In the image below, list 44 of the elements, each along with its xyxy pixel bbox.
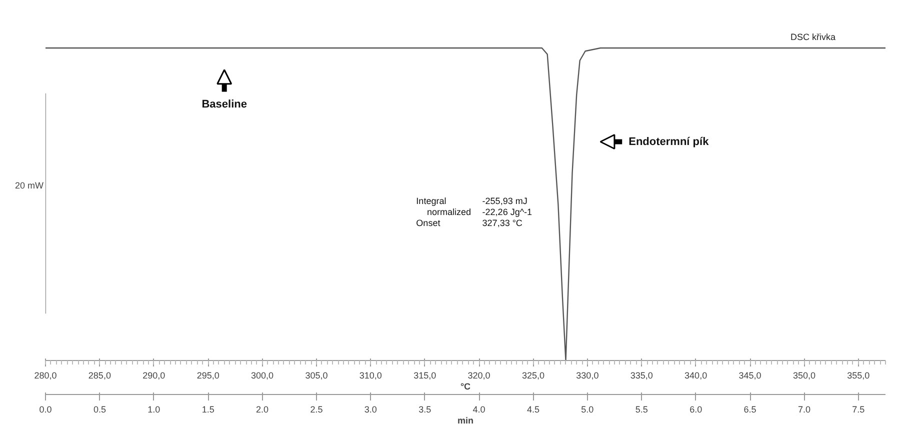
text: 20 mW <box>14 180 44 190</box>
x-tick-label: 280,0 <box>34 370 57 380</box>
x2-tick-label: 5.5 <box>635 404 648 414</box>
x2-tick-label: 4.0 <box>472 404 486 414</box>
x2-tick-label: 5.0 <box>581 404 594 414</box>
x-tick-label: 310,0 <box>359 370 382 380</box>
x-tick-label: 355,0 <box>847 370 870 380</box>
x2-tick-label: 2.0 <box>256 404 269 414</box>
x-tick-label: 320,0 <box>468 370 490 380</box>
x-tick-label: 325,0 <box>522 370 545 380</box>
x-tick-label: 285,0 <box>88 370 111 380</box>
annotation: Baseline <box>202 98 247 110</box>
x-tick-label: 295,0 <box>196 370 220 380</box>
x2-tick-label: 0.0 <box>39 404 52 414</box>
x2-tick-label: 3.0 <box>364 404 377 414</box>
annotation: -22,26 Jg^-1 <box>482 207 532 218</box>
x2-tick-label: 6.5 <box>744 404 756 414</box>
x-tick-label: 335,0 <box>630 370 653 380</box>
series-label: DSC křivka <box>790 32 836 42</box>
annotation: -255,93 mJ <box>482 196 528 206</box>
x2-tick-label: 0.5 <box>93 404 106 414</box>
x-tick-label: 290,0 <box>142 370 166 380</box>
x2-tick-label: 1.5 <box>202 404 214 414</box>
x-tick-label: 350,0 <box>792 370 816 380</box>
x-tick-label: 315,0 <box>414 370 436 380</box>
x2-tick-label: 1.0 <box>148 404 160 414</box>
annotation: Onset <box>416 218 441 228</box>
annotation: normalized <box>427 207 472 218</box>
annotation: 327,33 °C <box>482 218 523 228</box>
x2-tick-label: 3.5 <box>418 404 432 414</box>
x2-tick-label: 6.0 <box>690 404 702 414</box>
x-tick-label: 305,0 <box>305 370 328 380</box>
x-tick-label: 340,0 <box>684 370 708 380</box>
annotation: Endotermní pík <box>628 136 710 148</box>
x-tick-label: 345,0 <box>738 370 762 380</box>
x2-axis-title: min <box>458 416 474 426</box>
x-axis-title: °C <box>460 382 472 392</box>
x2-tick-label: 7.0 <box>798 404 810 414</box>
x2-tick-label: 2.5 <box>310 404 323 414</box>
x2-tick-label: 7.5 <box>852 404 865 414</box>
x2-tick-label: 4.5 <box>526 404 540 414</box>
x-tick-label: 330,0 <box>576 370 599 380</box>
annotation: Integral <box>416 196 446 206</box>
x-tick-label: 300,0 <box>251 370 274 380</box>
